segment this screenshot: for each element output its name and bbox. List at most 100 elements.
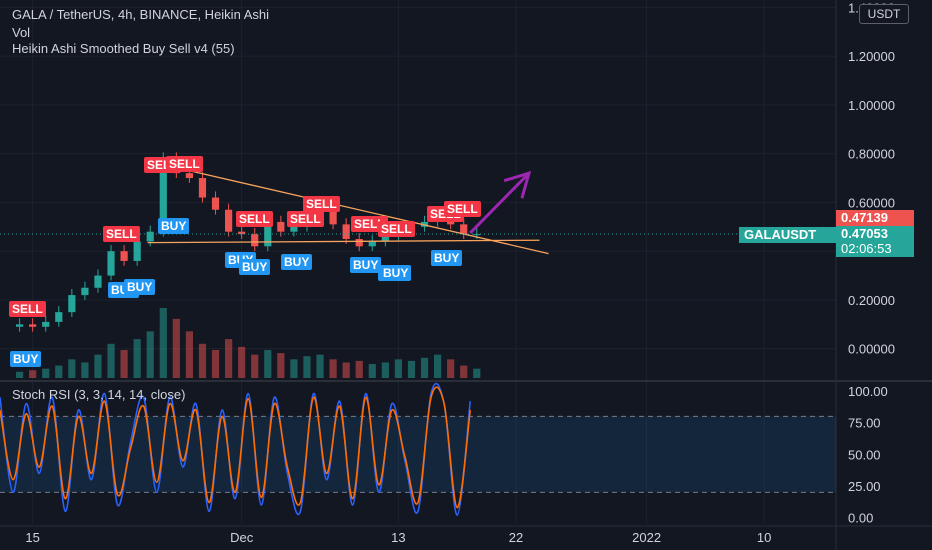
volume-bar <box>133 339 141 378</box>
x-tick-label: 10 <box>757 530 771 545</box>
volume-bar <box>290 359 298 378</box>
volume-bar <box>185 331 193 378</box>
volume-bar <box>316 354 324 378</box>
x-tick-label: 22 <box>509 530 523 545</box>
volume-bar <box>159 308 167 378</box>
buy-signal-label: BUY <box>431 250 463 266</box>
volume-bar <box>368 364 376 378</box>
candle-body <box>225 209 233 232</box>
volume-bar <box>94 354 102 378</box>
y-tick-label: 0.80000 <box>848 147 895 162</box>
volume-bar <box>68 359 76 378</box>
sell-signal-label: SELL <box>378 221 415 237</box>
y-tick-label: 0.20000 <box>848 293 895 308</box>
volume-bar <box>329 359 337 378</box>
y-tick-label: 1.20000 <box>848 49 895 64</box>
x-tick-label: Dec <box>230 530 254 545</box>
sell-signal-label: SELL <box>166 156 203 172</box>
volume-bar <box>447 359 455 378</box>
volume-bar <box>434 354 442 378</box>
trend-arrow <box>469 172 531 234</box>
buy-signal-label: BUY <box>281 254 313 270</box>
rsi-tick-label: 0.00 <box>848 511 873 526</box>
sell-signal-label: SELL <box>444 201 481 217</box>
volume-bar <box>146 331 154 378</box>
sell-signal-label: SELL <box>9 301 46 317</box>
y-tick-label: 1.00000 <box>848 98 895 113</box>
chart-title[interactable]: GALA / TetherUS, 4h, BINANCE, Heikin Ash… <box>12 7 269 22</box>
currency-button[interactable]: USDT <box>859 4 909 24</box>
volume-bar <box>107 343 115 378</box>
last-price-tag: 0.47139 <box>836 210 914 226</box>
candle-body <box>185 173 193 179</box>
candle-body <box>238 231 246 235</box>
rsi-tick-label: 100.00 <box>848 384 888 399</box>
candle-body <box>159 158 167 232</box>
volume-bar <box>198 343 207 378</box>
candle-body <box>251 234 259 247</box>
volume-bar <box>55 365 63 378</box>
candle-body <box>329 209 337 225</box>
candle-body <box>16 324 24 327</box>
volume-bar <box>172 318 180 378</box>
candle-body <box>68 295 76 313</box>
volume-bar <box>355 360 363 378</box>
rsi-tick-label: 25.00 <box>848 479 881 494</box>
sell-signal-label: SELL <box>103 226 140 242</box>
candle-body <box>290 226 298 232</box>
volume-bar <box>16 371 24 378</box>
buy-signal-label: BUY <box>380 265 412 281</box>
volume-bar <box>211 350 220 378</box>
candle-body <box>381 236 389 242</box>
volume-bar <box>277 353 285 378</box>
volume-bar <box>120 350 128 378</box>
candle-body <box>198 178 207 198</box>
stoch-d-line <box>0 386 472 509</box>
trendline <box>147 239 540 244</box>
volume-bar <box>29 370 37 378</box>
buy-signal-label: BUY <box>124 279 156 295</box>
candle-body <box>342 224 350 239</box>
candle-body <box>29 324 37 327</box>
stoch-rsi-legend[interactable]: Stoch RSI (3, 3, 14, 14, close) <box>12 387 186 402</box>
candle-body <box>211 197 220 210</box>
stoch-k-line <box>0 382 472 516</box>
candle-body <box>264 221 272 247</box>
candle-body <box>107 251 115 276</box>
volume-bar <box>394 359 402 378</box>
sell-signal-label: SELL <box>236 211 273 227</box>
candle-body <box>277 221 285 232</box>
volume-bar <box>42 368 50 378</box>
y-tick-label: 0.60000 <box>848 195 895 210</box>
volume-bar <box>81 362 89 378</box>
volume-bar <box>381 362 389 378</box>
y-tick-label: 0.00000 <box>848 342 895 357</box>
buy-signal-label: BUY <box>158 218 190 234</box>
volume-legend[interactable]: Vol <box>12 25 31 40</box>
trend-arrow-head <box>503 170 532 199</box>
buy-signal-label: BUY <box>239 259 271 275</box>
volume-bar <box>225 339 233 378</box>
candle-body <box>473 234 481 236</box>
rsi-tick-label: 75.00 <box>848 416 881 431</box>
stoch-band-fill <box>0 416 836 493</box>
trendline <box>168 165 549 255</box>
countdown-tag: 02:06:53 <box>836 241 914 257</box>
volume-bar <box>342 362 350 378</box>
indicator-legend[interactable]: Heikin Ashi Smoothed Buy Sell v4 (55) <box>12 41 235 56</box>
candle-body <box>368 241 376 247</box>
candle-body <box>55 312 63 322</box>
rsi-tick-label: 50.00 <box>848 447 881 462</box>
volume-bar <box>251 354 259 378</box>
x-tick-label: 15 <box>25 530 39 545</box>
volume-bar <box>460 365 468 378</box>
candle-body <box>460 224 468 235</box>
candle-body <box>81 287 89 296</box>
symbol-price-tag: GALAUSDT <box>739 227 836 243</box>
volume-bar <box>473 368 481 378</box>
candle-body <box>120 251 128 261</box>
volume-bar <box>407 360 416 378</box>
candle-body <box>355 238 363 247</box>
buy-signal-label: BUY <box>10 351 42 367</box>
